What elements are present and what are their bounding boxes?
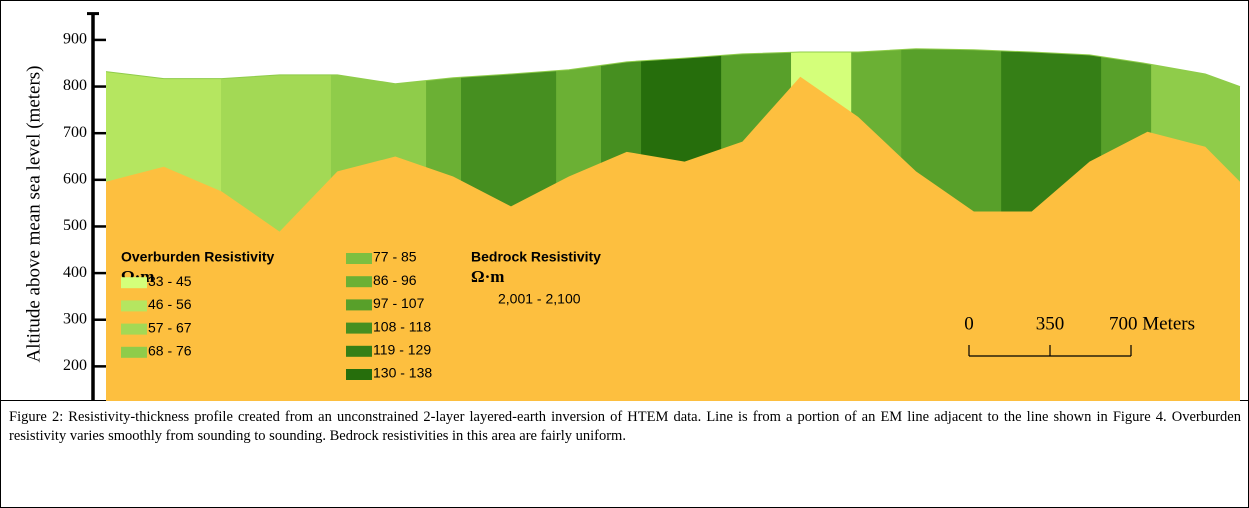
legend-swatch [121,346,147,358]
legend-swatch [121,277,147,289]
caption: Figure 2: Resistivity-thickness profile … [9,409,1241,444]
legend-label: 119 - 129 [373,342,431,358]
scale-label: 350 [1036,313,1065,334]
legend-label: 68 - 76 [148,343,192,359]
legend-swatch [346,253,372,264]
legend-swatch [346,276,372,288]
legend-label: 108 - 118 [373,318,431,334]
legend-label: 33 - 45 [148,273,192,289]
legend-heading: Bedrock Resistivity [471,249,601,265]
chart: Altitude above mean sea level (meters) 1… [1,12,1248,401]
y-tick-label: 800 [63,77,87,94]
bedrock [106,76,1240,401]
legend-swatch [471,295,497,306]
legend-swatch [346,345,372,357]
legend-label: 86 - 96 [373,272,417,288]
scale-label: 0 [964,313,974,334]
legend-swatch [121,323,147,335]
legend-heading: Overburden Resistivity [121,249,274,265]
y-axis-label: Altitude above mean sea level (meters) [23,65,44,362]
legend-label: 97 - 107 [373,295,425,311]
scale-label: 700 Meters [1109,313,1195,334]
y-tick-label: 900 [63,31,87,48]
legend-swatch [346,369,372,380]
y-tick-label: 400 [63,264,87,281]
y-tick-label: 700 [63,124,87,141]
y-tick-label: 600 [63,170,87,187]
legend-swatch [346,322,372,334]
legend-label: 130 - 138 [373,365,432,381]
ground-surface [105,48,1241,88]
legend-label: 46 - 56 [148,296,192,312]
y-tick-label: 300 [63,310,87,327]
legend-swatch [346,299,372,311]
legend-heading: Ω·m [471,267,504,286]
y-tick-label: 500 [63,217,87,234]
y-tick-label: 200 [63,357,87,374]
legend-label: 77 - 85 [373,249,417,265]
legend-label: 2,001 - 2,100 [498,291,581,307]
legend-label: 57 - 67 [148,319,192,335]
legend-swatch [121,300,147,312]
